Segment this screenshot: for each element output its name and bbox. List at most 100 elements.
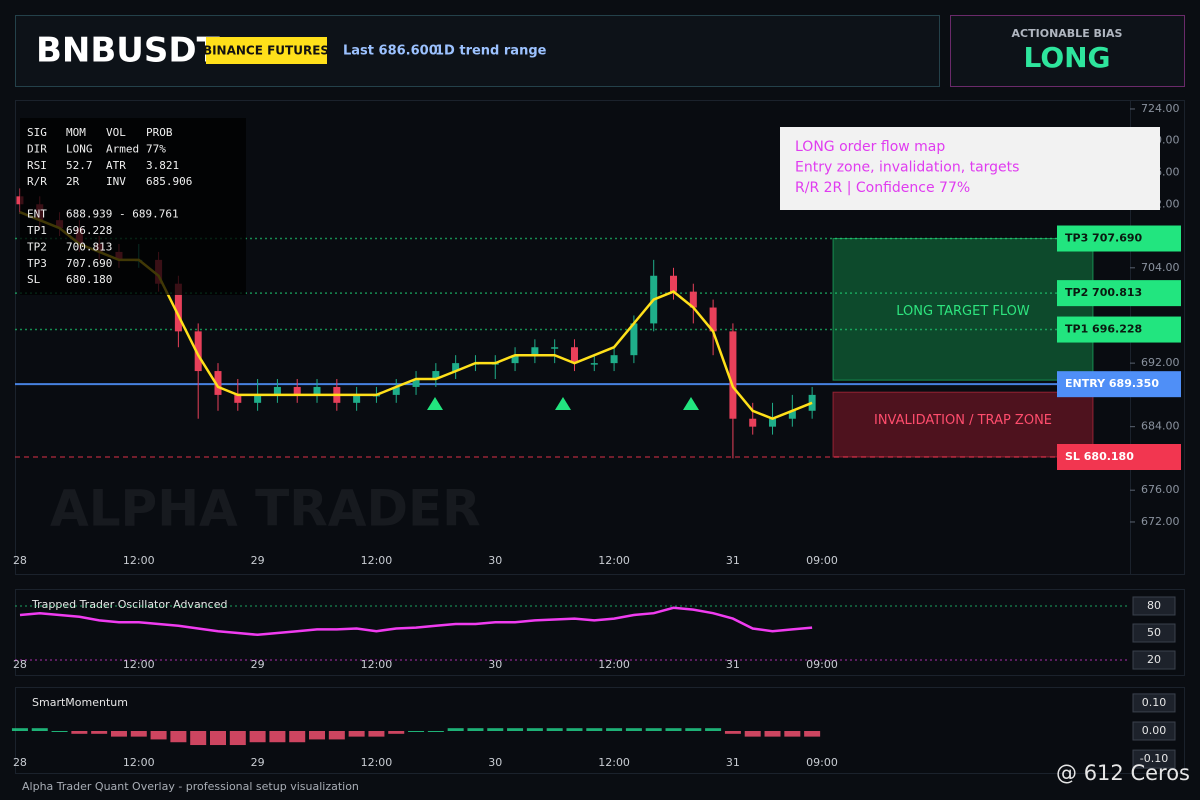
level-label: TP2 700.813	[1065, 286, 1142, 299]
zone-label: INVALIDATION / TRAP ZONE	[874, 413, 1052, 428]
momentum-bar	[526, 728, 543, 731]
info-cell: SL	[27, 273, 41, 286]
candle-body	[670, 275, 678, 292]
momentum-bar	[487, 728, 504, 731]
candle-body	[214, 371, 222, 395]
info-rows: SIG MOM VOL PROB DIR LONG Armed 77% RSI 52.7 ATR 3.…	[27, 126, 192, 286]
candle-body	[570, 347, 578, 364]
annotation-box	[780, 127, 1160, 210]
x-tick-label: 28	[13, 554, 27, 567]
x-tick-label: 09:00	[806, 554, 838, 567]
x-tick-label: 09:00	[806, 658, 838, 671]
momentum-bar	[328, 731, 345, 740]
x-tick-label: 31	[726, 554, 740, 567]
x-tick-label: 12:00	[123, 554, 155, 567]
momentum-bar	[566, 728, 583, 731]
watermark: ALPHA TRADER	[50, 480, 481, 538]
panel-title: Trapped Trader Oscillator Advanced	[31, 598, 227, 611]
momentum-bar	[209, 731, 226, 746]
annotation-line: R/R 2R | Confidence 77%	[795, 180, 970, 196]
y-tick-label: 724.00	[1141, 102, 1180, 115]
y-tick-label: 0.10	[1142, 696, 1167, 709]
info-cell: DIR	[27, 142, 47, 155]
candle-body	[293, 386, 301, 395]
info-cell: TP2	[27, 240, 47, 253]
info-cell: 696.228	[66, 224, 112, 237]
y-tick-label: 80	[1147, 599, 1161, 612]
info-cell: TP1	[27, 224, 47, 237]
tick-box	[1132, 721, 1176, 741]
x-tick-label: 12:00	[361, 554, 393, 567]
candle-body	[590, 363, 598, 365]
info-cell: TP3	[27, 257, 47, 270]
momentum-bar	[467, 728, 484, 731]
momentum-bar	[685, 728, 702, 731]
y-tick-label: 672.00	[1141, 515, 1180, 528]
candle-body	[511, 355, 519, 364]
x-tick-label: 12:00	[598, 756, 630, 769]
zone-label: LONG TARGET FLOW	[896, 304, 1030, 319]
momentum-bar	[784, 731, 801, 737]
last-price: Last 686.600	[343, 44, 438, 59]
tick-box	[1132, 596, 1176, 616]
range: 1D trend range	[435, 44, 547, 59]
x-tick-label: 28	[13, 756, 27, 769]
info-cell: 2R	[66, 175, 80, 188]
momentum-bar	[507, 728, 524, 731]
annotation: LONG order flow map Entry zone, invalidat…	[795, 139, 1019, 196]
momentum-bar	[804, 731, 821, 737]
momentum-bar	[408, 731, 425, 732]
candle-body	[392, 386, 400, 395]
footer: Alpha Trader Quant Overlay - professiona…	[22, 780, 359, 793]
bias-label: ACTIONABLE BIAS	[1012, 27, 1123, 40]
momentum-bar	[764, 731, 781, 737]
momentum-bar	[348, 731, 365, 737]
momentum-bar	[31, 728, 48, 731]
x-tick-label: 31	[726, 658, 740, 671]
y-tick-label: 704.00	[1141, 261, 1180, 274]
momentum-bar	[705, 728, 722, 731]
x-tick-label: 12:00	[123, 658, 155, 671]
momentum-bar	[51, 731, 68, 732]
momentum-bar	[249, 731, 266, 743]
info-cell: 685.906	[146, 175, 192, 188]
info-cell: INV	[106, 175, 126, 188]
y-tick-label: 692.00	[1141, 356, 1180, 369]
momentum-bar	[229, 731, 246, 746]
candle-body	[769, 418, 777, 427]
momentum-bar	[665, 728, 682, 731]
exchange-badge	[206, 37, 327, 64]
candle-body	[353, 394, 361, 403]
tick-box	[1132, 623, 1176, 643]
candle-body	[174, 283, 182, 332]
info-cell: MOM	[66, 126, 86, 139]
tick-box	[1132, 749, 1176, 769]
momentum-bar	[130, 731, 147, 737]
x-tick-label: 12:00	[361, 658, 393, 671]
x-tick-label: 30	[488, 658, 502, 671]
candle-body	[313, 386, 321, 395]
momentum-bar	[447, 728, 464, 731]
level-label: TP1 696.228	[1065, 323, 1142, 336]
info-cell: 700.813	[66, 240, 112, 253]
target-zone	[832, 238, 1094, 381]
info-cell: 52.7	[66, 159, 93, 172]
x-tick-label: 29	[251, 554, 265, 567]
x-tick-label: 29	[251, 658, 265, 671]
header-box	[15, 15, 940, 87]
candle-body	[273, 386, 281, 395]
info-cell: 688.939 - 689.761	[66, 208, 179, 221]
candle-body	[788, 410, 796, 419]
momentum-bar	[606, 728, 623, 731]
candle-body	[452, 363, 460, 372]
invalidation-zone	[832, 391, 1094, 458]
momentum-bar	[91, 731, 108, 734]
level-label: TP3 707.690	[1065, 232, 1142, 245]
momentum-bar	[724, 731, 741, 734]
info-cell: Armed	[106, 142, 139, 155]
candle-body	[749, 418, 757, 427]
x-tick-label: 12:00	[598, 658, 630, 671]
x-tick-label: 30	[488, 554, 502, 567]
info-cell: 680.180	[66, 273, 112, 286]
